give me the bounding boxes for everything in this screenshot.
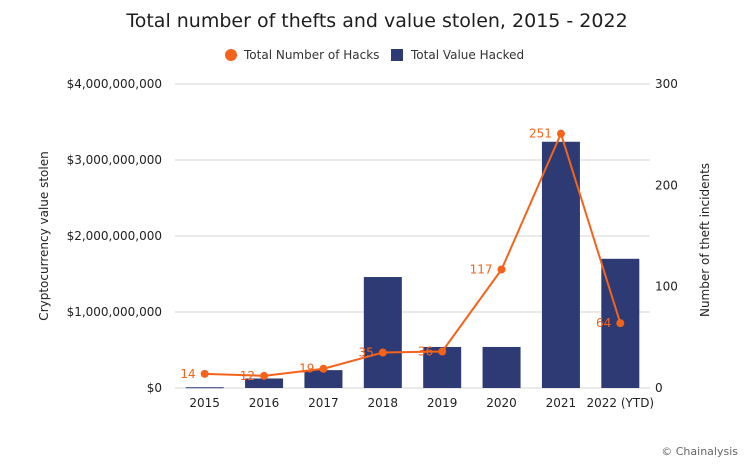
point-label: 19: [299, 362, 314, 376]
point-label: 64: [596, 316, 611, 330]
left-tick-label: $2,000,000,000: [67, 229, 162, 243]
point: [616, 319, 625, 328]
point-label: 36: [418, 345, 433, 359]
legend: Total Number of Hacks Total Value Hacked: [225, 48, 524, 62]
point: [260, 371, 269, 380]
point-label: 12: [240, 369, 255, 383]
right-axis-ticks: 0 100 200 300: [655, 77, 678, 395]
point-label: 251: [529, 127, 552, 141]
bar: [482, 346, 521, 388]
bar: [245, 378, 284, 388]
right-axis-label: Number of theft incidents: [698, 163, 712, 317]
right-tick-label: 0: [655, 381, 663, 395]
left-axis-label: Cryptocurrency value stolen: [37, 151, 51, 320]
bars: [185, 141, 640, 389]
legend-marker-hacks: [225, 49, 237, 61]
left-axis-ticks: $0 $1,000,000,000 $2,000,000,000 $3,000,000…: [67, 77, 162, 395]
point: [319, 364, 328, 373]
x-axis-ticks: 2015 2016 2017 2018 2019 2020 2021 2022 (YTD): [189, 396, 654, 410]
legend-label-value: Total Value Hacked: [410, 48, 524, 62]
x-tick-label: 2019: [427, 396, 458, 410]
x-tick-label: 2022 (YTD): [587, 396, 655, 410]
point: [497, 265, 506, 274]
x-tick-label: 2016: [249, 396, 280, 410]
legend-label-hacks: Total Number of Hacks: [243, 48, 379, 62]
left-tick-label: $3,000,000,000: [67, 153, 162, 167]
right-tick-label: 100: [655, 280, 678, 294]
right-tick-label: 200: [655, 178, 678, 192]
bar: [185, 387, 224, 389]
legend-marker-value: [391, 49, 403, 61]
bar: [363, 277, 402, 388]
point-label: 35: [359, 346, 374, 360]
point-label: 117: [470, 262, 493, 276]
x-tick-label: 2017: [308, 396, 339, 410]
x-tick-label: 2020: [486, 396, 517, 410]
x-tick-label: 2015: [189, 396, 220, 410]
point: [378, 348, 387, 357]
right-tick-label: 300: [655, 77, 678, 91]
series-line: [204, 130, 622, 377]
left-tick-label: $0: [147, 381, 162, 395]
x-tick-label: 2021: [546, 396, 577, 410]
point: [200, 369, 209, 378]
chart-title: Total number of thefts and value stolen,…: [125, 10, 627, 32]
bar: [304, 370, 343, 388]
hacks-line: 14 12 19 35 36 117 251 64: [180, 127, 625, 383]
x-tick-label: 2018: [368, 396, 399, 410]
point-label: 14: [180, 367, 195, 381]
left-tick-label: $4,000,000,000: [67, 77, 162, 91]
credit-text: © Chainalysis: [661, 445, 738, 458]
left-tick-label: $1,000,000,000: [67, 305, 162, 319]
point: [438, 347, 447, 356]
point: [556, 129, 565, 138]
bar: [541, 141, 580, 388]
